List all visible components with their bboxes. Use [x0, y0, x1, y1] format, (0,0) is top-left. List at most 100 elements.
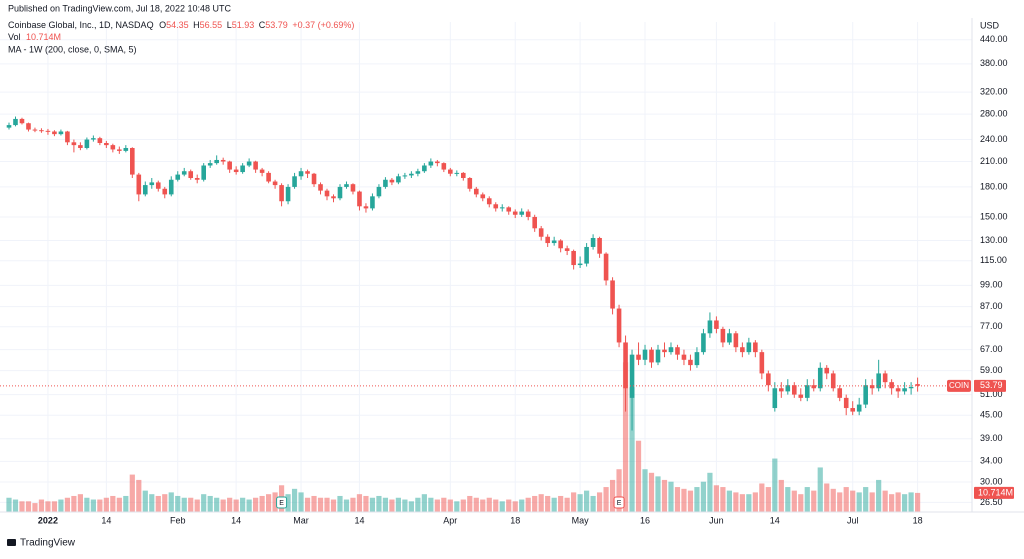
candle-body: [824, 367, 830, 374]
candle-body: [558, 240, 563, 249]
volume-value: 10.714M: [26, 32, 61, 42]
volume-bar: [369, 497, 376, 512]
volume-bar: [155, 495, 161, 512]
candle-body: [6, 125, 12, 128]
volume-bar: [843, 487, 849, 512]
candle-body: [571, 250, 576, 266]
volume-bar: [363, 495, 369, 512]
volume-bar: [558, 495, 564, 512]
volume-bar: [590, 495, 596, 512]
earnings-badge: [613, 496, 625, 509]
y-tick-label: 440.00: [980, 34, 1008, 44]
volume-bar: [253, 497, 259, 512]
currency: USD: [980, 20, 1000, 30]
candle-body: [889, 382, 894, 389]
volume-bar: [32, 503, 38, 512]
volume-bar: [454, 501, 460, 512]
y-tick-label: 30.00: [980, 476, 1003, 486]
candle-body: [428, 161, 434, 166]
candle-body: [110, 145, 116, 150]
volume-bar: [304, 497, 311, 512]
volume-bar: [661, 479, 668, 512]
volume-bar: [473, 497, 479, 512]
volume-bar: [480, 499, 486, 512]
ohlc-value: 51.93: [232, 20, 255, 30]
volume-bar: [869, 492, 875, 512]
volume-bar: [350, 497, 356, 512]
candle-body: [817, 367, 823, 389]
volume-bar: [798, 494, 804, 512]
volume-bar: [116, 497, 122, 512]
candle-body: [519, 211, 525, 215]
volume-bar: [45, 501, 51, 512]
volume-bar: [720, 487, 726, 512]
candle-body: [194, 178, 200, 180]
volume-bar: [162, 494, 168, 512]
candle-body: [642, 349, 648, 360]
y-tick-label: 240.00: [980, 134, 1008, 144]
volume-bar: [824, 483, 830, 512]
candle-body: [720, 328, 726, 343]
volume-bar: [519, 499, 525, 512]
volume-bar: [415, 497, 421, 512]
volume-bar: [402, 499, 408, 512]
candle-body: [233, 169, 239, 173]
x-tick-label: 16: [640, 515, 650, 525]
volume-bar: [77, 494, 83, 512]
y-tick-label: 45.00: [980, 410, 1003, 420]
ohlc-value: 56.55: [200, 20, 223, 30]
candle-body: [266, 172, 271, 182]
x-tick-label: May: [572, 515, 590, 525]
candle-body: [376, 186, 382, 197]
y-tick-label: 99.00: [980, 280, 1003, 290]
volume-bar: [220, 499, 226, 512]
volume-bar: [227, 497, 233, 512]
volume-bar: [337, 495, 343, 512]
volume-bar: [64, 497, 71, 512]
candle-body: [227, 161, 232, 170]
candle-body: [766, 373, 771, 386]
volume-bar: [71, 495, 77, 512]
candle-body: [882, 373, 888, 383]
volume-bar: [376, 495, 382, 512]
volume-bar: [707, 472, 713, 512]
candle-body: [331, 196, 336, 199]
volume-bar: [571, 492, 577, 512]
volume-layer: [6, 362, 921, 512]
volume-bar: [733, 492, 739, 512]
volume-bar: [668, 481, 674, 512]
candle-body: [590, 237, 596, 247]
volume-bar: [194, 499, 200, 512]
change: +0.37 (+0.69%): [292, 20, 354, 30]
candle-body: [603, 253, 609, 281]
volume-bar: [739, 494, 745, 512]
volume-bar: [12, 499, 19, 512]
candle-body: [91, 138, 96, 140]
y-tick-label: 39.00: [980, 433, 1003, 443]
candle-body: [188, 171, 194, 179]
volume-bar: [259, 495, 265, 512]
volume-bar: [863, 487, 869, 512]
volume-bar: [25, 501, 32, 512]
volume-bar: [584, 490, 590, 512]
volume-name: Vol: [8, 32, 21, 42]
x-tick-label: 18: [510, 515, 520, 525]
volume-bar: [772, 458, 778, 512]
candle-body: [629, 354, 635, 398]
y-tick-label: 34.00: [980, 456, 1003, 466]
candle-body: [486, 198, 492, 205]
volume-bar: [538, 494, 544, 512]
candle-body: [798, 394, 804, 398]
candle-body: [168, 179, 174, 195]
candle-body: [292, 176, 297, 187]
candle-body: [675, 347, 680, 355]
candle-body: [415, 171, 421, 174]
volume-bar: [908, 492, 914, 512]
candle-body: [39, 130, 44, 132]
volume-bar: [467, 495, 473, 512]
ohlc-label: O: [159, 20, 166, 30]
volume-legend: Vol 10.714M: [8, 32, 61, 42]
volume-bar: [681, 488, 687, 512]
y-tick-label: 320.00: [980, 87, 1008, 97]
candle-body: [441, 163, 447, 170]
